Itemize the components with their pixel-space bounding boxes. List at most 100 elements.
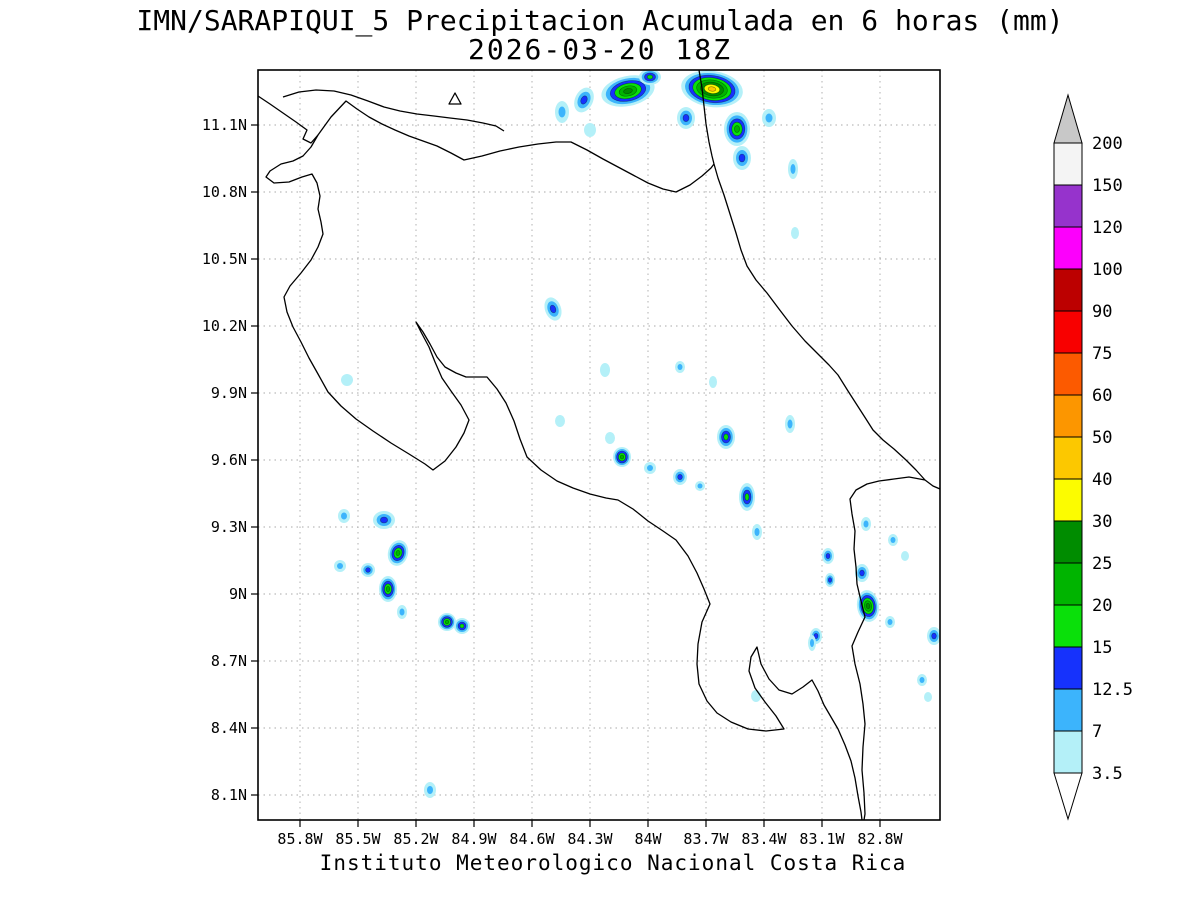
x-tick-label: 83.7W bbox=[683, 830, 729, 848]
precip-contour-ring bbox=[427, 786, 433, 794]
y-tick-label: 11.1N bbox=[202, 116, 247, 134]
precip-cell bbox=[544, 297, 562, 321]
x-tick-label: 85.5W bbox=[335, 830, 381, 848]
colorbar-level-label: 120 bbox=[1092, 218, 1123, 238]
precip-contour-ring bbox=[549, 304, 557, 314]
precip-contour-ring bbox=[887, 619, 893, 625]
precip-cell bbox=[733, 146, 751, 170]
y-tick-label: 9.6N bbox=[211, 451, 247, 469]
precip-cell bbox=[397, 605, 407, 619]
precip-cell bbox=[373, 511, 395, 529]
precip-cell bbox=[600, 363, 610, 377]
y-tick-label: 9.9N bbox=[211, 384, 247, 402]
colorbar-level-label: 150 bbox=[1092, 176, 1123, 196]
precip-contour-ring bbox=[734, 125, 740, 133]
precip-cell bbox=[791, 227, 799, 239]
colorbar-level-label: 3.5 bbox=[1092, 764, 1123, 784]
precip-contour-ring bbox=[751, 690, 761, 702]
precip-cell bbox=[739, 483, 755, 511]
precip-contour-ring bbox=[444, 619, 450, 625]
plot-frame bbox=[257, 69, 941, 821]
coastline-pacific bbox=[265, 134, 863, 820]
precip-contour-ring bbox=[584, 123, 596, 137]
coastline-caribbean bbox=[698, 70, 940, 490]
colorbar-band bbox=[1053, 646, 1083, 690]
precip-contour-ring bbox=[738, 153, 746, 163]
precip-contour-ring bbox=[677, 364, 683, 370]
precip-cell bbox=[639, 70, 661, 85]
colorbar-level-label: 40 bbox=[1092, 470, 1112, 490]
precip-contour-ring bbox=[709, 376, 717, 388]
precip-contour-ring bbox=[337, 563, 343, 569]
precip-cell bbox=[861, 517, 871, 531]
precip-contour-ring bbox=[723, 433, 729, 441]
x-tick-label: 85.8W bbox=[277, 830, 323, 848]
precip-cell bbox=[644, 462, 656, 474]
precip-contour-ring bbox=[697, 483, 703, 489]
precip-contour-ring bbox=[863, 520, 869, 528]
precip-cell bbox=[709, 376, 717, 388]
y-tick-label: 8.7N bbox=[211, 652, 247, 670]
precip-cell bbox=[424, 782, 436, 798]
precip-contour-ring bbox=[744, 493, 750, 501]
colorbar-band bbox=[1053, 730, 1083, 774]
precip-cell bbox=[361, 563, 375, 577]
precip-contour-ring bbox=[600, 363, 610, 377]
precip-contour-ring bbox=[859, 569, 865, 577]
footer-credit: Instituto Meteorologico Nacional Costa R… bbox=[319, 851, 907, 875]
precip-contour-ring bbox=[931, 632, 937, 640]
colorbar-level-label: 50 bbox=[1092, 428, 1112, 448]
precip-contour-ring bbox=[765, 113, 773, 123]
precip-cell bbox=[717, 425, 735, 449]
x-tick-label: 84.9W bbox=[451, 830, 497, 848]
colorbar-band bbox=[1053, 184, 1083, 228]
precip-cell bbox=[822, 548, 834, 564]
precip-cell bbox=[751, 690, 761, 702]
axis-tick-labels: 85.8W 85.5W 85.2W 84.9W 84.6W 84.3W 84W 83.7W 83… bbox=[202, 116, 904, 848]
precip-cell bbox=[681, 70, 743, 108]
precip-cell bbox=[387, 540, 409, 566]
colorbar-level-label: 200 bbox=[1092, 134, 1123, 154]
y-tick-label: 9N bbox=[229, 585, 247, 603]
precip-cell bbox=[724, 112, 750, 146]
precip-cell bbox=[856, 590, 880, 622]
colorbar-level-label: 7 bbox=[1092, 722, 1102, 742]
precip-contour-ring bbox=[924, 692, 932, 702]
coastlines bbox=[258, 70, 940, 820]
precip-cell bbox=[808, 635, 816, 651]
precip-contour-ring bbox=[791, 227, 799, 239]
precip-contour-ring bbox=[813, 633, 819, 639]
colorbar-level-label: 25 bbox=[1092, 554, 1112, 574]
coastline-lake-nicaragua bbox=[282, 89, 505, 132]
precip-cell bbox=[825, 573, 835, 587]
y-tick-label: 8.1N bbox=[211, 786, 247, 804]
precip-cell bbox=[601, 75, 655, 107]
precip-contour-ring bbox=[341, 374, 353, 386]
border-panama bbox=[849, 476, 926, 820]
x-tick-label: 82.8W bbox=[857, 830, 903, 848]
precip-cell bbox=[762, 109, 776, 127]
precip-contour-ring bbox=[605, 432, 615, 444]
colorbar-band bbox=[1053, 562, 1083, 606]
precip-contour-ring bbox=[580, 95, 588, 105]
x-tick-label: 84W bbox=[634, 830, 662, 848]
colorbar-band bbox=[1053, 478, 1083, 522]
precip-contour-ring bbox=[380, 516, 388, 524]
precip-contour-ring bbox=[890, 537, 896, 543]
x-tick-label: 84.3W bbox=[567, 830, 613, 848]
colorbar-level-label: 60 bbox=[1092, 386, 1112, 406]
precip-contour-ring bbox=[865, 603, 871, 609]
colorbar-arrow-bottom bbox=[1053, 772, 1083, 821]
colorbar-level-label: 75 bbox=[1092, 344, 1112, 364]
precip-contour-ring bbox=[828, 577, 832, 583]
precip-cell bbox=[341, 374, 353, 386]
x-tick-label: 83.1W bbox=[799, 830, 845, 848]
y-tick-label: 10.2N bbox=[202, 317, 247, 335]
figure-subtitle-datetime: 2026-03-20 18Z bbox=[467, 33, 732, 66]
precip-cell bbox=[574, 87, 594, 113]
precip-cell bbox=[901, 551, 909, 561]
precip-cell bbox=[438, 613, 456, 631]
colorbar-level-label: 30 bbox=[1092, 512, 1112, 532]
precip-cell bbox=[555, 415, 565, 427]
